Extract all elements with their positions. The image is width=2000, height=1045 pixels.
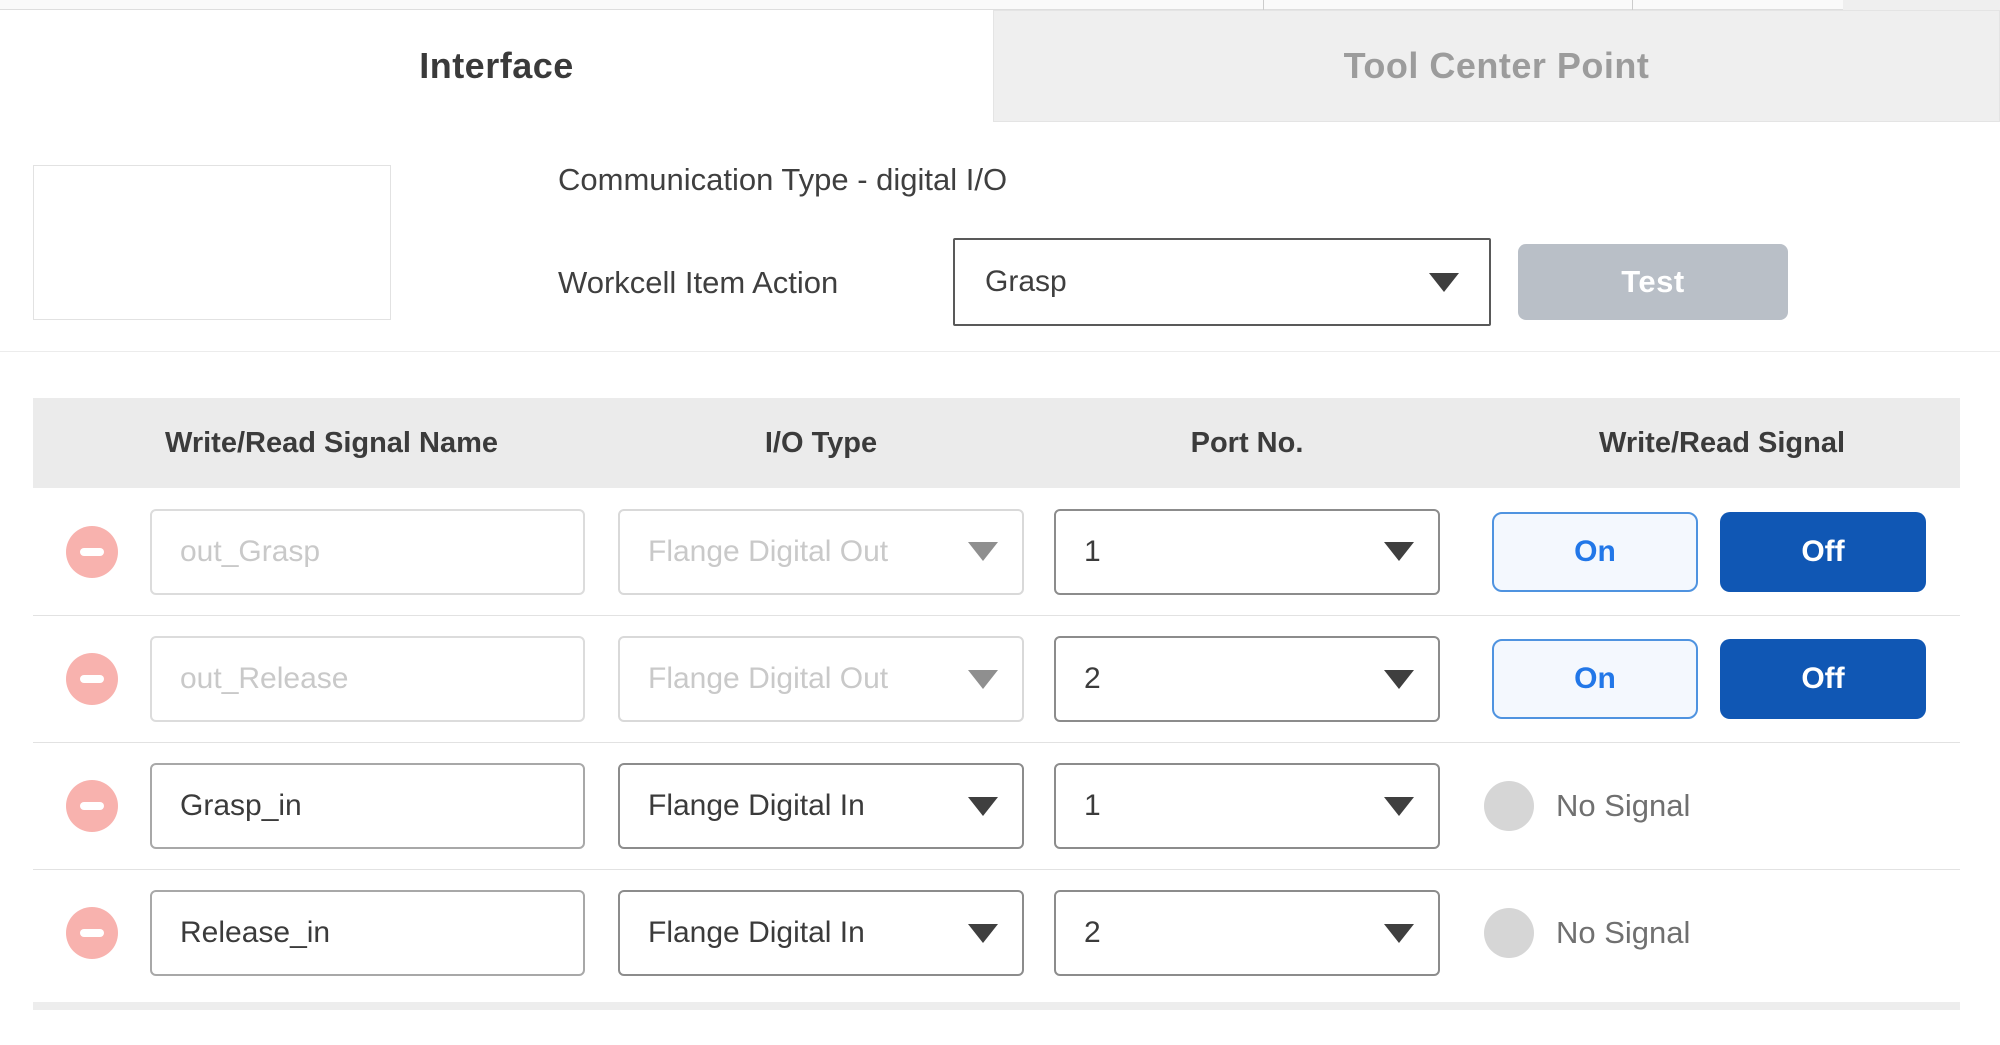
dropdown-arrow-icon (1384, 669, 1414, 689)
io-type-select: Flange Digital Out (618, 636, 1024, 722)
port-no-select[interactable]: 1 (1054, 763, 1440, 849)
dropdown-arrow-icon (968, 796, 998, 816)
no-signal-label: No Signal (1556, 915, 1691, 950)
header-write-read-signal: Write/Read Signal (1598, 426, 1846, 459)
dropdown-arrow-icon (1384, 796, 1414, 816)
tab-bar: Interface Tool Center Point (0, 10, 2000, 122)
port-no-value: 1 (1084, 534, 1101, 568)
dropdown-arrow-icon (1384, 542, 1414, 561)
header-signal-name: Write/Read Signal Name (164, 426, 499, 459)
top-cropped-strip (0, 0, 2000, 10)
signal-name-input[interactable] (150, 763, 585, 849)
signal-table: Write/Read Signal Name I/O Type Port No.… (33, 398, 1960, 1010)
signal-name-input (150, 636, 585, 722)
table-row: Flange Digital Out 2 On Off (33, 615, 1960, 742)
header-port-no: Port No. (1190, 426, 1304, 459)
tab-interface[interactable]: Interface (0, 10, 993, 122)
table-row: Flange Digital In 2 No Signal (33, 869, 1960, 996)
port-no-value: 1 (1084, 789, 1101, 822)
top-corner-fill (1843, 0, 2000, 10)
io-type-select[interactable]: Flange Digital In (618, 890, 1024, 976)
io-type-value: Flange Digital Out (648, 534, 889, 568)
port-no-value: 2 (1084, 662, 1101, 695)
divider-tick (1632, 0, 1633, 10)
workcell-item-action-label: Workcell Item Action (558, 265, 839, 300)
minus-icon (79, 929, 104, 937)
minus-icon (79, 802, 104, 810)
minus-icon (79, 675, 104, 683)
table-bottom-band (33, 1002, 1960, 1010)
signal-on-button[interactable]: On (1492, 639, 1698, 719)
signal-name-input (150, 508, 585, 595)
signal-on-button[interactable]: On (1492, 511, 1698, 592)
test-button[interactable]: Test (1518, 244, 1788, 320)
port-no-value: 2 (1084, 916, 1101, 949)
dropdown-arrow-icon (1429, 272, 1459, 292)
table-row: Flange Digital In 1 No Signal (33, 742, 1960, 869)
communication-type-text: Communication Type - digital I/O (558, 162, 1008, 197)
interface-info-section: Communication Type - digital I/O Workcel… (0, 122, 2000, 352)
tab-tool-center-point[interactable]: Tool Center Point (993, 10, 2000, 122)
table-row: Flange Digital Out 1 On Off (33, 488, 1960, 615)
io-type-select[interactable]: Flange Digital In (618, 763, 1024, 849)
port-no-select[interactable]: 1 (1054, 508, 1440, 595)
dropdown-arrow-icon (1384, 923, 1414, 943)
signal-off-button[interactable]: Off (1720, 511, 1926, 592)
io-type-value: Flange Digital Out (648, 662, 889, 695)
no-signal-indicator-icon (1484, 781, 1534, 831)
dropdown-arrow-icon (968, 669, 998, 689)
remove-row-icon[interactable] (65, 525, 118, 578)
workcell-item-action-select[interactable]: Grasp (953, 238, 1491, 326)
remove-row-icon[interactable] (65, 653, 118, 705)
remove-row-icon[interactable] (65, 780, 118, 832)
io-type-value: Flange Digital In (648, 916, 865, 949)
item-preview-box (33, 165, 391, 320)
signal-off-button[interactable]: Off (1720, 639, 1926, 719)
divider-tick (1263, 0, 1264, 10)
dropdown-arrow-icon (968, 542, 998, 561)
remove-row-icon[interactable] (65, 907, 118, 959)
port-no-select[interactable]: 2 (1054, 890, 1440, 976)
dropdown-arrow-icon (968, 923, 998, 943)
io-type-value: Flange Digital In (648, 789, 865, 822)
signal-name-input[interactable] (150, 890, 585, 976)
port-no-select[interactable]: 2 (1054, 636, 1440, 722)
minus-icon (79, 547, 104, 556)
io-type-select: Flange Digital Out (618, 508, 1024, 595)
no-signal-indicator-icon (1484, 908, 1534, 958)
workcell-item-action-value: Grasp (985, 265, 1067, 298)
signal-table-header: Write/Read Signal Name I/O Type Port No.… (33, 398, 1960, 488)
header-io-type: I/O Type (764, 426, 878, 459)
no-signal-label: No Signal (1556, 788, 1691, 823)
